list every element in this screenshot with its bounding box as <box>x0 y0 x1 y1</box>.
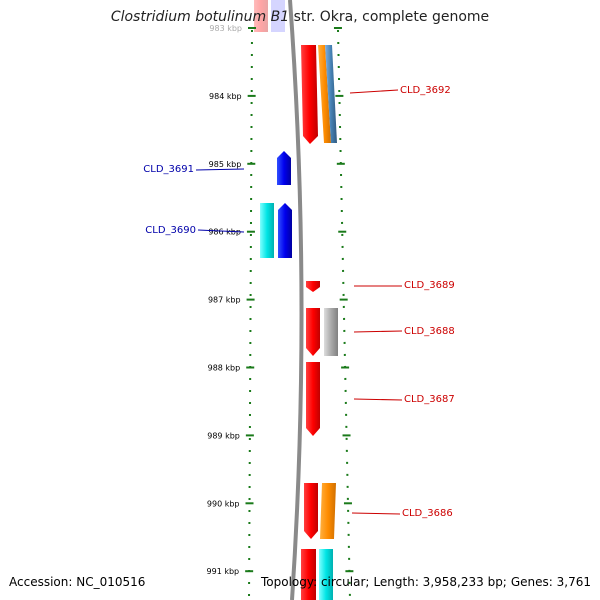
leader-cld-3691 <box>195 168 245 171</box>
gene-cld-3689 <box>306 281 320 292</box>
gene-cld-3688 <box>306 308 320 356</box>
feature-red-bottom <box>301 549 316 600</box>
tick-label-990: 990 kbp <box>207 499 240 508</box>
genome-backbone <box>288 0 304 600</box>
tick-label-988: 988 kbp <box>208 364 241 373</box>
organism-name: Clostridium botulinum B1 <box>110 9 290 25</box>
feature-cyan-bottom <box>319 549 333 600</box>
leader-cld-3690 <box>197 229 245 233</box>
leader-cld-3687 <box>353 398 403 401</box>
topology-info: Topology: circular; <box>260 575 370 589</box>
length-info: Length: 3,958,233 bp; <box>373 575 507 589</box>
tick-label-986: 986 kbp <box>208 228 241 237</box>
label-cld-3687: CLD_3687 <box>404 394 455 405</box>
map-title: Clostridium botulinum B1 str. Okra, comp… <box>0 9 600 25</box>
gene-cld-3687 <box>306 362 320 436</box>
genome-stats: Topology: circular; Length: 3,958,233 bp;… <box>261 575 591 589</box>
feature-orange-3686 <box>320 483 336 539</box>
leader-cld-3688 <box>353 330 403 333</box>
tick-label-989: 989 kbp <box>207 431 240 440</box>
ruler-tick-labels: 983 kbp 984 kbp 985 kbp 986 kbp 987 kbp 988 k… <box>207 24 242 576</box>
left-ruler-line <box>248 29 253 600</box>
gene-cld-3690 <box>278 203 292 258</box>
strain-name: str. Okra, complete genome <box>293 9 490 25</box>
gene-cld-3691 <box>277 151 291 185</box>
feature-cyan-3690 <box>260 203 274 258</box>
tick-label-987: 987 kbp <box>208 296 241 305</box>
tick-label-985: 985 kbp <box>209 160 242 169</box>
label-cld-3691: CLD_3691 <box>143 164 194 175</box>
gene-label-group: CLD_3692 CLD_3691 CLD_3690 CLD_3689 CLD_… <box>143 85 454 519</box>
faded-top-features <box>254 0 285 32</box>
faded-red-feature <box>254 0 268 32</box>
right-ruler-line <box>337 29 351 600</box>
tick-label-991: 991 kbp <box>207 567 240 576</box>
faded-blue-feature <box>271 0 285 32</box>
label-cld-3688: CLD_3688 <box>404 326 455 337</box>
accession-info: Accession: NC_010516 <box>9 575 146 589</box>
label-leaders <box>195 89 403 515</box>
leader-cld-3692 <box>349 89 399 94</box>
plus-strand-features <box>260 151 333 600</box>
gene-cld-3692 <box>301 45 318 144</box>
tick-label-983: 983 kbp <box>209 24 242 33</box>
ruler-ticks <box>245 27 354 573</box>
leader-cld-3686 <box>351 512 401 515</box>
label-cld-3692: CLD_3692 <box>400 85 451 96</box>
label-cld-3689: CLD_3689 <box>404 280 455 291</box>
gene-count-info: Genes: 3,761 <box>510 575 591 589</box>
minus-strand-features <box>301 45 338 600</box>
feature-gray-3688 <box>324 308 338 356</box>
label-cld-3686: CLD_3686 <box>402 508 453 519</box>
feature-steel-3692 <box>325 45 337 143</box>
feature-orange-3692 <box>318 45 331 143</box>
label-cld-3690: CLD_3690 <box>145 225 196 236</box>
tick-label-984: 984 kbp <box>209 92 242 101</box>
gene-cld-3686 <box>304 483 318 539</box>
